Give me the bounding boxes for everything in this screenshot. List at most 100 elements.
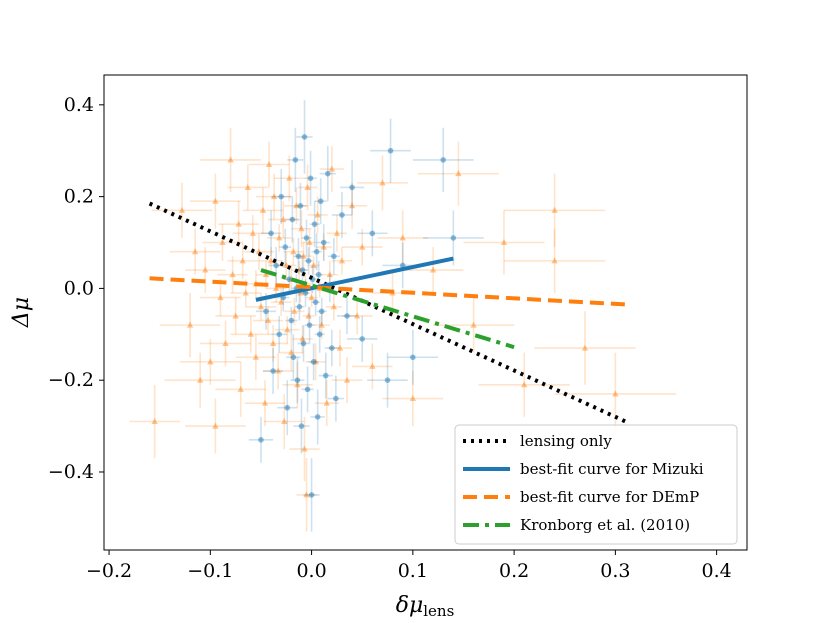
circle-marker — [300, 340, 307, 347]
data-point-demp — [357, 155, 408, 211]
data-point-mizuki — [327, 237, 340, 275]
data-point-demp — [190, 173, 241, 229]
triangle-marker — [235, 220, 242, 227]
triangle-marker — [272, 284, 280, 291]
circle-marker — [288, 317, 295, 324]
triangle-marker — [304, 183, 311, 190]
x-tick-label: −0.2 — [86, 560, 132, 582]
triangle-marker — [191, 248, 199, 255]
triangle-marker — [323, 399, 330, 406]
data-point-demp — [307, 256, 320, 275]
legend-label: best-fit curve for Mizuki — [520, 460, 704, 478]
data-point-demp — [382, 371, 444, 427]
data-point-mizuki — [301, 219, 312, 257]
data-point-mizuki — [412, 127, 474, 193]
triangle-marker — [252, 353, 260, 360]
fit-lines — [148, 201, 627, 424]
triangle-marker — [196, 376, 204, 383]
triangle-marker — [262, 271, 270, 278]
fit-line — [255, 256, 454, 302]
triangle-marker — [299, 335, 306, 342]
triangle-marker — [551, 206, 558, 213]
triangle-marker — [202, 266, 209, 273]
data-point-demp — [283, 237, 304, 266]
data-point-demp — [463, 210, 545, 275]
data-point-mizuki — [294, 182, 307, 229]
triangle-marker — [308, 294, 315, 301]
triangle-marker — [291, 307, 298, 314]
data-point-demp — [284, 297, 305, 326]
circle-marker — [296, 303, 303, 310]
data-point-mizuki — [279, 228, 292, 266]
legend-item: lensing only — [463, 432, 612, 450]
x-tick-label: 0.2 — [499, 560, 529, 582]
triangle-marker — [278, 298, 285, 305]
data-point-mizuki — [304, 306, 315, 344]
data-point-demp — [243, 233, 275, 271]
y-tick-label: 0.2 — [64, 186, 94, 208]
triangle-marker — [338, 257, 346, 264]
circle-marker — [310, 359, 317, 365]
triangle-marker — [470, 321, 477, 328]
y-axis-label: Δμ — [9, 297, 34, 328]
circle-marker — [270, 368, 276, 374]
triangle-marker — [409, 395, 417, 402]
data-point-demp — [218, 201, 259, 248]
data-point-mizuki — [314, 178, 327, 225]
data-point-mizuki — [336, 297, 358, 335]
triangle-marker — [455, 170, 462, 177]
data-point-mizuki — [311, 288, 320, 316]
triangle-marker — [343, 376, 351, 383]
circle-marker — [290, 354, 297, 361]
triangle-marker — [429, 266, 437, 273]
circle-marker — [317, 198, 324, 205]
circle-marker — [295, 253, 302, 260]
triangle-marker — [298, 225, 305, 232]
data-point-demp — [159, 292, 221, 358]
circle-marker — [312, 299, 319, 305]
data-point-demp — [305, 288, 318, 307]
data-point-demp — [503, 173, 606, 248]
data-point-demp — [276, 251, 297, 280]
circle-marker — [308, 492, 315, 498]
legend-label: lensing only — [520, 432, 612, 450]
data-point-demp — [325, 292, 342, 321]
data-point-demp — [151, 182, 213, 238]
triangle-marker — [239, 257, 246, 264]
data-point-demp — [248, 141, 290, 188]
circle-marker — [410, 354, 416, 361]
y-tick-label: −0.4 — [48, 461, 94, 483]
data-point-demp — [289, 416, 320, 482]
triangle-marker — [551, 257, 558, 264]
data-point-mizuki — [287, 127, 304, 193]
circle-marker — [307, 175, 314, 182]
triangle-marker — [217, 294, 224, 301]
data-point-mizuki — [317, 224, 330, 261]
data-point-demp — [377, 210, 429, 266]
triangle-marker — [249, 229, 257, 236]
data-point-demp — [282, 361, 313, 408]
circle-marker — [450, 235, 457, 241]
circle-marker — [318, 308, 325, 315]
circle-marker — [324, 170, 331, 177]
triangle-marker — [500, 239, 508, 246]
data-point-demp — [200, 127, 261, 193]
y-axis-ticks: −0.4 −0.2 0.0 0.2 0.4 — [48, 94, 104, 483]
triangle-marker — [330, 303, 338, 310]
circle-marker — [369, 230, 376, 237]
data-point-demp — [352, 343, 393, 390]
data-point-mizuki — [318, 352, 333, 399]
data-point-demp — [291, 210, 312, 248]
data-point-demp — [200, 320, 251, 367]
data-point-mizuki — [262, 348, 284, 394]
data-point-mizuki — [285, 306, 298, 335]
triangle-marker — [247, 330, 255, 337]
triangle-marker — [264, 317, 272, 324]
data-point-demp — [169, 228, 221, 275]
data-point-mizuki — [319, 146, 336, 202]
circle-marker — [311, 221, 318, 227]
data-point-demp — [336, 182, 368, 229]
triangle-marker — [242, 289, 249, 296]
x-axis-label-main: δμ — [396, 593, 424, 618]
triangle-marker — [303, 491, 310, 498]
